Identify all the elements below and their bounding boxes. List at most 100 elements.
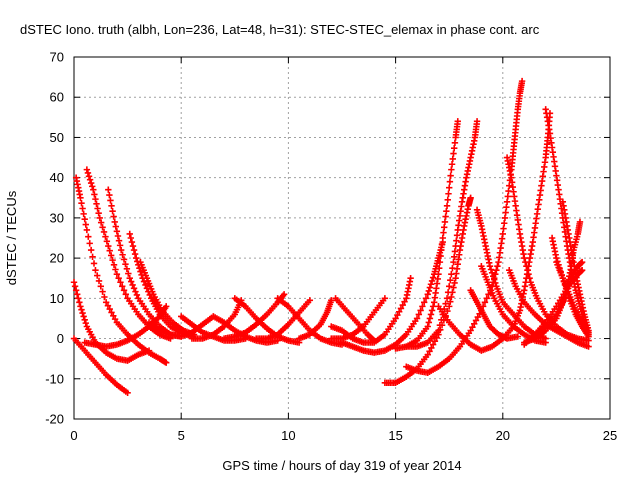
data-point [106, 247, 113, 254]
data-point [453, 232, 461, 239]
data-point [128, 238, 136, 246]
y-tick-label: 0 [57, 331, 64, 346]
data-point [428, 344, 435, 352]
data-point [120, 287, 128, 294]
data-point [444, 307, 451, 315]
data-point [107, 252, 115, 259]
data-point [429, 274, 437, 281]
data-point [492, 279, 499, 287]
data-point [518, 77, 526, 85]
data-series [506, 266, 592, 350]
data-point [489, 273, 497, 280]
data-point [106, 191, 113, 199]
data-point [501, 220, 508, 227]
data-point [429, 303, 437, 310]
data-point [85, 233, 92, 240]
data-point [469, 323, 476, 331]
data-series [521, 266, 586, 348]
data-point [424, 323, 431, 330]
data-point [576, 218, 584, 226]
data-series [467, 287, 522, 342]
x-tick-label: 0 [70, 428, 77, 443]
data-point [110, 261, 118, 269]
y-tick-label: 70 [50, 50, 64, 65]
data-point [424, 351, 431, 358]
data-point [473, 118, 481, 125]
data-point [443, 295, 451, 302]
data-point [93, 200, 100, 208]
data-point [97, 283, 104, 290]
data-point [102, 233, 109, 240]
data-point [92, 266, 99, 274]
data-point [524, 266, 531, 274]
data-point [428, 307, 436, 314]
data-point [116, 242, 124, 249]
data-point [99, 224, 106, 231]
y-tick-label: 40 [50, 170, 64, 185]
data-series [72, 174, 170, 366]
data-point [467, 194, 474, 201]
data-point [425, 319, 433, 326]
data-point [130, 285, 138, 292]
data-point [99, 288, 106, 295]
data-point [450, 150, 457, 157]
data-point [280, 291, 288, 298]
data-series [328, 275, 414, 346]
data-point [101, 293, 108, 301]
data-point [126, 230, 133, 238]
data-point [79, 309, 86, 317]
data-point [436, 321, 444, 329]
y-tick-label: 10 [50, 291, 64, 306]
data-series [70, 335, 131, 397]
data-point [328, 297, 335, 304]
data-point [78, 306, 85, 313]
data-point [435, 271, 442, 278]
data-point [127, 278, 135, 285]
data-point [451, 144, 458, 152]
data-point [426, 348, 433, 355]
data-point [70, 279, 78, 286]
y-tick-label: -20 [45, 412, 64, 427]
data-series [338, 238, 446, 356]
data-point [392, 315, 399, 322]
x-tick-label: 25 [603, 428, 617, 443]
data-point [445, 190, 452, 197]
x-tick-label: 10 [281, 428, 295, 443]
data-point [133, 291, 141, 299]
data-point [77, 194, 84, 201]
data-point [523, 262, 530, 270]
data-point [137, 268, 144, 275]
data-point [129, 242, 137, 250]
data-point [442, 300, 449, 307]
data-point [447, 298, 454, 305]
data-point [474, 313, 481, 321]
data-point [585, 329, 592, 336]
data-point [447, 172, 454, 179]
data-point [395, 308, 403, 315]
data-point [506, 182, 513, 189]
data-point [426, 315, 434, 322]
y-tick-label: -10 [45, 371, 64, 386]
data-point [483, 295, 490, 302]
data-point [427, 311, 435, 318]
axis-ticks: 0 5 10 15 20 25 -20 -10 0 10 20 30 40 50 60 70 [45, 50, 617, 444]
data-point [95, 277, 103, 285]
data-point [132, 288, 139, 295]
data-point [578, 266, 586, 274]
data-point [119, 251, 126, 258]
data-point [127, 234, 135, 242]
data-point [111, 218, 118, 226]
y-tick-label: 30 [50, 210, 64, 225]
data-point [420, 299, 428, 306]
data-point [109, 207, 116, 215]
data-point [114, 232, 122, 240]
data-marks [70, 77, 592, 397]
data-point [113, 271, 121, 278]
data-point [94, 272, 101, 279]
data-point [81, 316, 88, 323]
data-point [90, 186, 97, 193]
data-point [86, 240, 93, 247]
data-point [521, 254, 528, 262]
data-point [439, 234, 446, 242]
data-point [415, 311, 423, 318]
